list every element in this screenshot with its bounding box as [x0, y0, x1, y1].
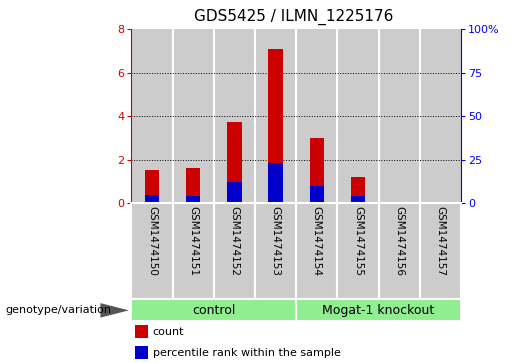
FancyBboxPatch shape: [131, 203, 173, 299]
Text: GSM1474151: GSM1474151: [188, 206, 198, 276]
Bar: [310, 186, 324, 203]
FancyBboxPatch shape: [420, 203, 461, 299]
Text: GDS5425 / ILMN_1225176: GDS5425 / ILMN_1225176: [194, 9, 393, 25]
Text: control: control: [192, 304, 235, 317]
Bar: [145, 195, 159, 203]
FancyBboxPatch shape: [255, 203, 296, 299]
Text: Mogat-1 knockout: Mogat-1 knockout: [322, 304, 435, 317]
Text: GSM1474156: GSM1474156: [394, 206, 404, 276]
FancyBboxPatch shape: [296, 203, 337, 299]
Bar: [214, 29, 255, 203]
Bar: [420, 29, 461, 203]
Text: genotype/variation: genotype/variation: [5, 305, 111, 315]
FancyBboxPatch shape: [173, 203, 214, 299]
Bar: [131, 29, 173, 203]
Bar: [186, 196, 200, 203]
Bar: [296, 29, 337, 203]
FancyBboxPatch shape: [337, 203, 379, 299]
Bar: [379, 29, 420, 203]
Bar: [145, 170, 159, 203]
Text: count: count: [153, 327, 184, 337]
Text: GSM1474154: GSM1474154: [312, 206, 322, 276]
FancyBboxPatch shape: [296, 299, 461, 321]
Bar: [351, 196, 365, 203]
Bar: [351, 177, 365, 203]
Bar: [134, 346, 148, 359]
Bar: [268, 49, 283, 203]
Text: GSM1474150: GSM1474150: [147, 206, 157, 276]
Text: GSM1474157: GSM1474157: [435, 206, 445, 276]
Bar: [310, 138, 324, 203]
Text: percentile rank within the sample: percentile rank within the sample: [153, 347, 340, 358]
Bar: [134, 325, 148, 338]
FancyBboxPatch shape: [379, 203, 420, 299]
Bar: [173, 29, 214, 203]
Bar: [227, 122, 242, 203]
Text: GSM1474153: GSM1474153: [270, 206, 281, 276]
Bar: [227, 182, 242, 203]
Text: GSM1474155: GSM1474155: [353, 206, 363, 276]
FancyBboxPatch shape: [214, 203, 255, 299]
Bar: [255, 29, 296, 203]
Text: GSM1474152: GSM1474152: [229, 206, 239, 276]
FancyBboxPatch shape: [131, 299, 296, 321]
Bar: [268, 163, 283, 203]
Polygon shape: [100, 303, 129, 318]
Bar: [186, 168, 200, 203]
Bar: [337, 29, 379, 203]
